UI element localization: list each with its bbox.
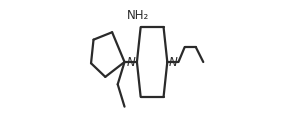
Text: N: N bbox=[168, 56, 177, 68]
Text: NH₂: NH₂ bbox=[127, 9, 150, 22]
Text: N: N bbox=[127, 56, 136, 68]
